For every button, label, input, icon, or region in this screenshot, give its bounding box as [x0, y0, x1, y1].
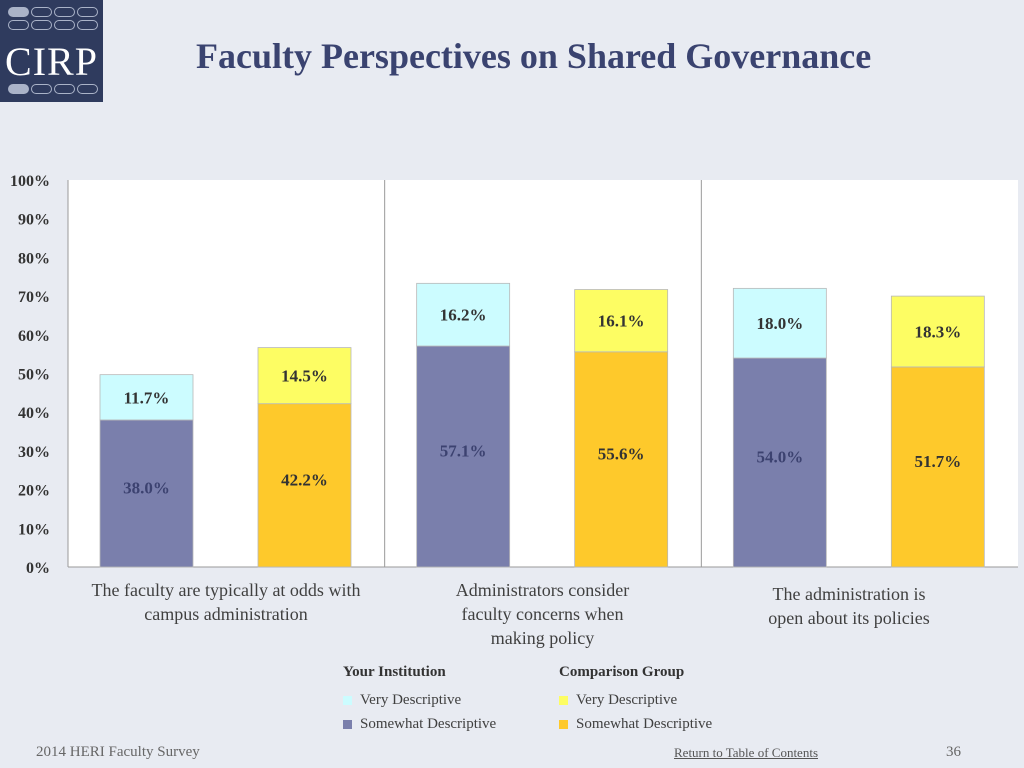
data-label-inst-somewhat: 54.0% — [756, 448, 803, 467]
bar-comp-very — [257, 347, 352, 405]
legend-item-inst-very: Very Descriptive — [343, 688, 496, 712]
legend-item-comp-very: Very Descriptive — [559, 688, 712, 712]
data-label-comp-very: 14.5% — [281, 367, 328, 386]
y-tick-label: 90% — [18, 212, 50, 229]
data-label-inst-very: 18.0% — [756, 314, 803, 333]
footer-survey-name: 2014 HERI Faculty Survey — [36, 744, 200, 760]
y-tick-label: 50% — [18, 367, 50, 384]
data-label-comp-very: 16.1% — [598, 312, 645, 331]
legend-heading: Comparison Group — [559, 664, 685, 680]
legend-heading: Your Institution — [343, 664, 446, 680]
legend-comparison: Comparison Group Very Descriptive Somewh… — [559, 664, 712, 736]
category-label-line: Administrators consider — [455, 580, 630, 600]
plot-area — [68, 180, 1018, 567]
cirp-logo: CIRP — [0, 0, 103, 102]
category-label-line: The administration is — [772, 584, 926, 604]
bar-comp-very — [574, 289, 669, 353]
y-tick-label: 20% — [18, 483, 50, 500]
bar-inst-somewhat — [732, 357, 827, 568]
legend-label: Very Descriptive — [360, 691, 462, 708]
category-label-line: The faculty are typically at odds with — [91, 580, 361, 600]
bar-comp-somewhat — [890, 366, 985, 568]
data-label-comp-somewhat: 55.6% — [598, 444, 645, 463]
y-tick-label: 100% — [10, 173, 50, 190]
bar-inst-very — [732, 287, 827, 359]
data-label-comp-very: 18.3% — [914, 323, 961, 342]
logo-text: CIRP — [5, 39, 98, 84]
category-label-line: making policy — [490, 628, 595, 648]
legend-item-comp-somewhat: Somewhat Descriptive — [559, 712, 712, 736]
bar-inst-somewhat — [416, 345, 511, 568]
legend-item-inst-somewhat: Somewhat Descriptive — [343, 712, 496, 736]
return-to-toc-link[interactable]: Return to Table of Contents — [674, 745, 818, 760]
bar-comp-very — [890, 295, 985, 368]
category-label-line: faculty concerns when — [461, 604, 624, 624]
y-tick-label: 70% — [18, 289, 50, 306]
y-tick-label: 40% — [18, 405, 50, 422]
data-label-inst-somewhat: 38.0% — [123, 478, 170, 497]
category-label-line: open about its policies — [768, 608, 930, 628]
swatch-inst-very — [343, 695, 352, 705]
bar-inst-somewhat — [99, 419, 194, 568]
category-label-1: The faculty are typically at odds with c… — [68, 578, 384, 626]
page-title: Faculty Perspectives on Shared Governanc… — [196, 36, 872, 76]
legend-label: Very Descriptive — [576, 691, 678, 708]
data-label-comp-somewhat: 51.7% — [914, 452, 961, 471]
bar-inst-very — [416, 282, 511, 347]
data-label-inst-somewhat: 57.1% — [440, 442, 487, 461]
y-tick-label: 0% — [26, 560, 50, 577]
data-label-comp-somewhat: 42.2% — [281, 470, 328, 489]
y-tick-label: 60% — [18, 328, 50, 345]
category-label-line: campus administration — [144, 604, 308, 624]
page-number: 36 — [946, 744, 961, 760]
y-tick-label: 10% — [18, 521, 50, 538]
legend-label: Somewhat Descriptive — [360, 715, 497, 732]
y-tick-label: 30% — [18, 444, 50, 461]
data-label-inst-very: 16.2% — [440, 306, 487, 325]
bar-inst-very — [99, 374, 194, 421]
category-label-2: Administrators consider faculty concerns… — [384, 578, 701, 650]
legend-label: Somewhat Descriptive — [576, 715, 713, 732]
swatch-comp-somewhat — [559, 719, 568, 729]
swatch-inst-somewhat — [343, 719, 352, 729]
y-tick-label: 80% — [18, 250, 50, 267]
bar-comp-somewhat — [574, 351, 669, 568]
legend-institution: Your Institution Very Descriptive Somewh… — [343, 664, 496, 736]
category-label-3: The administration is open about its pol… — [701, 582, 997, 630]
data-label-inst-very: 11.7% — [124, 388, 170, 407]
swatch-comp-very — [559, 695, 568, 705]
bar-comp-somewhat — [257, 403, 352, 568]
